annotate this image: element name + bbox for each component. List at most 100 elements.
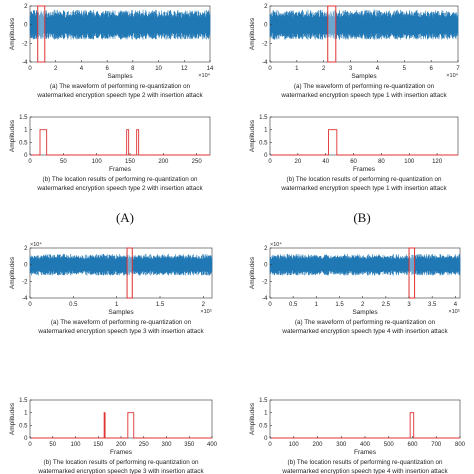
waveform-trace <box>29 9 211 40</box>
y-tick-label: 1.5 <box>19 115 28 121</box>
x-tick-label: 50 <box>60 159 67 165</box>
subplot-caption-line: (b) The location results of performing r… <box>288 459 443 466</box>
x-tick-label: 20 <box>295 159 302 165</box>
y-tick-label: 0 <box>24 263 28 269</box>
x-tick-label: 0 <box>28 442 32 448</box>
x-tick-label: 4 <box>454 302 458 308</box>
subplot-caption-line: watermarked encryption speech type 2 wit… <box>36 185 203 192</box>
y-tick-label: -2 <box>262 279 268 285</box>
chart-d-location: 0 100 200 300 400 500 600 700 800 0 0.5 1 1.5 Frames A… <box>249 398 466 474</box>
y-axis-label: Amplitudes <box>9 256 16 289</box>
subplot-caption-line: watermarked encryption speech type 1 wit… <box>280 185 447 192</box>
subplot-caption-line: (a) The waveform of performing re-quanti… <box>50 83 191 90</box>
x-tick-label: 80 <box>378 159 385 165</box>
x-tick-label: 60 <box>350 159 357 165</box>
x-axis-label: Frames <box>109 166 132 173</box>
y-tick-label: 1 <box>24 411 28 417</box>
x-axis-label: Frames <box>110 449 133 456</box>
y-tick-label: -2 <box>22 41 28 47</box>
x-tick-label: 0 <box>268 442 272 448</box>
x-tick-label: 40 <box>322 159 329 165</box>
subplot-caption-line: watermarked encryption speech type 4 wit… <box>281 328 448 335</box>
x-tick-label: 1.5 <box>335 302 344 308</box>
y-tick-label: 0 <box>264 263 268 269</box>
x-tick-label: 7 <box>456 66 460 72</box>
y-exponent-label: ×10⁴ <box>270 241 282 248</box>
plot-frame <box>29 399 213 439</box>
x-tick-label: 0 <box>268 159 272 165</box>
panel-label-a: (A) <box>115 210 135 225</box>
subplot-caption-line: (b) The location results of performing r… <box>44 459 199 466</box>
x-tick-label: 3 <box>349 66 353 72</box>
x-tick-label: 200 <box>158 159 169 165</box>
y-tick-label: 0.5 <box>19 423 28 429</box>
x-tick-label: 0 <box>268 302 272 308</box>
y-tick-label: 0 <box>264 23 268 29</box>
y-tick-label: 0.5 <box>19 140 28 146</box>
x-tick-label: 500 <box>384 442 395 448</box>
x-tick-label: 100 <box>92 159 103 165</box>
x-tick-label: 6 <box>105 66 109 72</box>
x-tick-label: 1 <box>315 302 319 308</box>
x-tick-label: 120 <box>432 159 443 165</box>
y-tick-label: -4 <box>262 60 268 66</box>
x-tick-label: 800 <box>455 442 466 448</box>
y-tick-label: 2 <box>264 246 268 252</box>
x-tick-label: 0 <box>28 302 32 308</box>
y-tick-label: 1 <box>264 128 268 134</box>
x-tick-label: 100 <box>404 159 415 165</box>
y-tick-label: -4 <box>22 60 28 66</box>
y-axis-label: Amplitudes <box>9 402 16 435</box>
y-axis-label: Amplitudes <box>249 119 256 152</box>
y-axis-label: Amplitudes <box>249 402 256 435</box>
x-tick-label: 5 <box>403 66 407 72</box>
x-tick-label: 0.5 <box>289 302 298 308</box>
y-tick-label: 0.5 <box>259 423 268 429</box>
x-tick-label: 2 <box>361 302 365 308</box>
x-tick-label: 1 <box>295 66 299 72</box>
chart-c-waveform: 0 0.5 1 1.5 2-4-202×10⁵×10⁴SamplesAmplitudes… <box>9 241 213 335</box>
y-tick-label: 2 <box>264 4 268 10</box>
y-tick-label: 0 <box>24 153 28 159</box>
insertion-highlight-box <box>327 5 337 63</box>
insertion-highlight-box <box>126 247 133 299</box>
x-tick-label: 2 <box>322 66 326 72</box>
location-signal-line <box>270 412 460 439</box>
y-axis-label: Amplitudes <box>9 119 16 152</box>
x-tick-label: 300 <box>336 442 347 448</box>
x-axis-label: Frames <box>353 166 376 173</box>
insertion-highlight-box <box>37 5 46 63</box>
subplot-caption-line: (a) The waveform of performing re-quanti… <box>295 319 436 326</box>
x-tick-label: 250 <box>139 442 150 448</box>
y-tick-label: -2 <box>262 41 268 47</box>
x-exponent-label: ×10⁴ <box>198 72 210 79</box>
x-tick-label: 6 <box>429 66 433 72</box>
y-tick-label: 0 <box>24 436 28 442</box>
x-tick-label: 2 <box>54 66 58 72</box>
y-tick-label: -4 <box>22 296 28 302</box>
subplot-caption-line: (b) The location results of performing r… <box>43 176 198 183</box>
x-tick-label: 400 <box>360 442 371 448</box>
x-tick-label: 3.5 <box>428 302 437 308</box>
x-tick-label: 12 <box>181 66 188 72</box>
y-tick-label: 1.5 <box>259 398 268 404</box>
x-axis-label: Frames <box>354 449 377 456</box>
y-tick-label: 2 <box>24 4 28 10</box>
chart-a-location: 0 50 100 150 200 250 0 0.5 1 1.5 Frames Amplitudes (… <box>9 115 211 192</box>
y-tick-label: 0 <box>264 436 268 442</box>
chart-b-waveform: 0 1 2 3 4 5 6 7 -4 -2 0 2 ×10⁴ Samples Amplitudes (a) T… <box>249 4 460 99</box>
x-tick-label: 0 <box>28 159 32 165</box>
x-tick-label: 0 <box>28 66 32 72</box>
y-tick-label: -4 <box>262 296 268 302</box>
y-axis-label: Amplitudes <box>249 17 256 50</box>
y-tick-label: 0.5 <box>259 140 268 146</box>
x-tick-label: 600 <box>407 442 418 448</box>
y-tick-label: 2 <box>24 246 28 252</box>
subplot-caption-line: watermarked encryption speech type 3 wit… <box>37 468 204 474</box>
x-tick-label: 1 <box>115 302 119 308</box>
x-tick-label: 300 <box>161 442 172 448</box>
x-tick-label: 3 <box>407 302 411 308</box>
x-exponent-label: ×10⁵ <box>448 308 460 315</box>
subplot-caption-line: watermarked encryption speech type 3 wit… <box>37 328 204 335</box>
chart-b-location: 0 20 40 60 80 100 120 0 0.5 1 1.5 Frames Amplitudes (… <box>249 115 459 192</box>
